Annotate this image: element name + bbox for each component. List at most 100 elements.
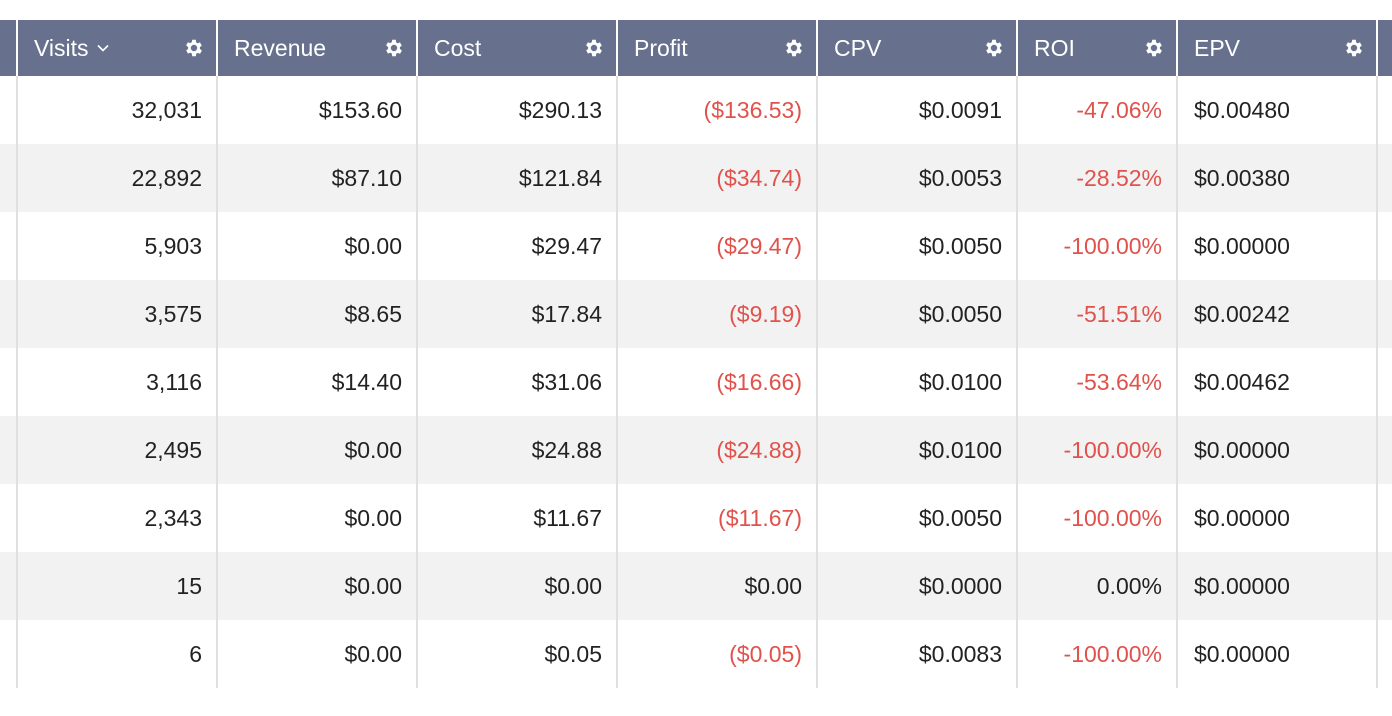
cell-epv: $0.00242	[1176, 280, 1378, 348]
cell-roi: -100.00%	[1016, 212, 1178, 280]
cell-cpv: $0.0000	[816, 552, 1018, 620]
column-header-label: EPV	[1194, 34, 1241, 61]
column-header-label: ROI	[1034, 34, 1075, 61]
table-row[interactable]: 15 $0.00 $0.00 $0.00 $0.0000 0.00% $0.00000	[0, 552, 1392, 620]
cell-revenue: $0.00	[216, 620, 418, 688]
cell-cpv: $0.0053	[816, 144, 1018, 212]
row-overflow-edge	[1376, 212, 1378, 280]
gear-icon[interactable]	[582, 36, 606, 60]
cell-epv: $0.00380	[1176, 144, 1378, 212]
cell-epv: $0.00000	[1176, 484, 1378, 552]
column-header-visits[interactable]: Visits	[16, 20, 218, 76]
table-row[interactable]: 22,892 $87.10 $121.84 ($34.74) $0.0053 -28.52…	[0, 144, 1392, 212]
row-overflow-edge	[1376, 416, 1378, 484]
table-row[interactable]: 5,903 $0.00 $29.47 ($29.47) $0.0050 -100.00% $…	[0, 212, 1392, 280]
cell-roi: -100.00%	[1016, 416, 1178, 484]
table-header: Visits Revenue Cost Profit CPV ROI EPV	[0, 20, 1392, 76]
cell-cpv: $0.0091	[816, 76, 1018, 144]
cell-cost: $11.67	[416, 484, 618, 552]
gear-icon[interactable]	[782, 36, 806, 60]
cell-cpv: $0.0083	[816, 620, 1018, 688]
cell-visits: 2,343	[16, 484, 218, 552]
cell-roi: -100.00%	[1016, 484, 1178, 552]
gear-icon[interactable]	[182, 36, 206, 60]
cell-cost: $31.06	[416, 348, 618, 416]
column-header-label: Visits	[34, 34, 89, 61]
gear-icon[interactable]	[382, 36, 406, 60]
chevron-down-icon[interactable]	[96, 44, 109, 52]
row-overflow-edge	[1376, 144, 1378, 212]
cell-revenue: $14.40	[216, 348, 418, 416]
cell-epv: $0.00000	[1176, 416, 1378, 484]
cell-revenue: $153.60	[216, 76, 418, 144]
cell-visits: 3,575	[16, 280, 218, 348]
cell-profit: ($29.47)	[616, 212, 818, 280]
table-row[interactable]: 3,575 $8.65 $17.84 ($9.19) $0.0050 -51.51% $0.…	[0, 280, 1392, 348]
column-header-label: CPV	[834, 34, 882, 61]
column-header-revenue[interactable]: Revenue	[216, 20, 418, 76]
cell-revenue: $0.00	[216, 212, 418, 280]
cell-cpv: $0.0050	[816, 212, 1018, 280]
cell-roi: -28.52%	[1016, 144, 1178, 212]
cell-roi: -100.00%	[1016, 620, 1178, 688]
column-header-label: Revenue	[234, 34, 327, 61]
column-header-overflow	[1376, 20, 1392, 76]
cell-visits: 2,495	[16, 416, 218, 484]
cell-cost: $0.05	[416, 620, 618, 688]
table-row[interactable]: 32,031 $153.60 $290.13 ($136.53) $0.0091 -47.…	[0, 76, 1392, 144]
cell-roi: -47.06%	[1016, 76, 1178, 144]
cell-visits: 5,903	[16, 212, 218, 280]
row-overflow-edge	[1376, 76, 1378, 144]
cell-revenue: $87.10	[216, 144, 418, 212]
table-row[interactable]: 6 $0.00 $0.05 ($0.05) $0.0083 -100.00% $0.0000…	[0, 620, 1392, 688]
table-row[interactable]: 2,495 $0.00 $24.88 ($24.88) $0.0100 -100.00% $…	[0, 416, 1392, 484]
cell-epv: $0.00000	[1176, 552, 1378, 620]
cell-revenue: $0.00	[216, 552, 418, 620]
cell-roi: -51.51%	[1016, 280, 1178, 348]
cell-profit: ($0.05)	[616, 620, 818, 688]
cell-epv: $0.00000	[1176, 620, 1378, 688]
cell-cost: $0.00	[416, 552, 618, 620]
cell-cpv: $0.0050	[816, 280, 1018, 348]
cell-cost: $290.13	[416, 76, 618, 144]
cell-epv: $0.00480	[1176, 76, 1378, 144]
cell-cpv: $0.0100	[816, 348, 1018, 416]
cell-profit: $0.00	[616, 552, 818, 620]
row-overflow-edge	[1376, 620, 1378, 688]
cell-visits: 6	[16, 620, 218, 688]
gear-icon[interactable]	[1342, 36, 1366, 60]
gear-icon[interactable]	[982, 36, 1006, 60]
cell-revenue: $0.00	[216, 416, 418, 484]
cell-cpv: $0.0050	[816, 484, 1018, 552]
cell-profit: ($11.67)	[616, 484, 818, 552]
cell-visits: 15	[16, 552, 218, 620]
column-header-epv[interactable]: EPV	[1176, 20, 1378, 76]
cell-profit: ($9.19)	[616, 280, 818, 348]
cell-cost: $17.84	[416, 280, 618, 348]
table-row[interactable]: 3,116 $14.40 $31.06 ($16.66) $0.0100 -53.64% $…	[0, 348, 1392, 416]
row-overflow-edge	[1376, 484, 1378, 552]
table-row[interactable]: 2,343 $0.00 $11.67 ($11.67) $0.0050 -100.00% $…	[0, 484, 1392, 552]
cell-profit: ($24.88)	[616, 416, 818, 484]
cell-cpv: $0.0100	[816, 416, 1018, 484]
row-overflow-edge	[1376, 280, 1378, 348]
cell-roi: -53.64%	[1016, 348, 1178, 416]
cell-visits: 32,031	[16, 76, 218, 144]
cell-cost: $29.47	[416, 212, 618, 280]
column-header-label: Cost	[434, 34, 482, 61]
cell-visits: 3,116	[16, 348, 218, 416]
column-header-cpv[interactable]: CPV	[816, 20, 1018, 76]
row-overflow-edge	[1376, 348, 1378, 416]
cell-visits: 22,892	[16, 144, 218, 212]
cell-profit: ($136.53)	[616, 76, 818, 144]
column-header-label: Profit	[634, 34, 688, 61]
cell-roi: 0.00%	[1016, 552, 1178, 620]
row-overflow-edge	[1376, 552, 1378, 620]
cell-cost: $24.88	[416, 416, 618, 484]
column-header-roi[interactable]: ROI	[1016, 20, 1178, 76]
cell-epv: $0.00000	[1176, 212, 1378, 280]
gear-icon[interactable]	[1142, 36, 1166, 60]
cell-profit: ($16.66)	[616, 348, 818, 416]
column-header-profit[interactable]: Profit	[616, 20, 818, 76]
column-header-cost[interactable]: Cost	[416, 20, 618, 76]
